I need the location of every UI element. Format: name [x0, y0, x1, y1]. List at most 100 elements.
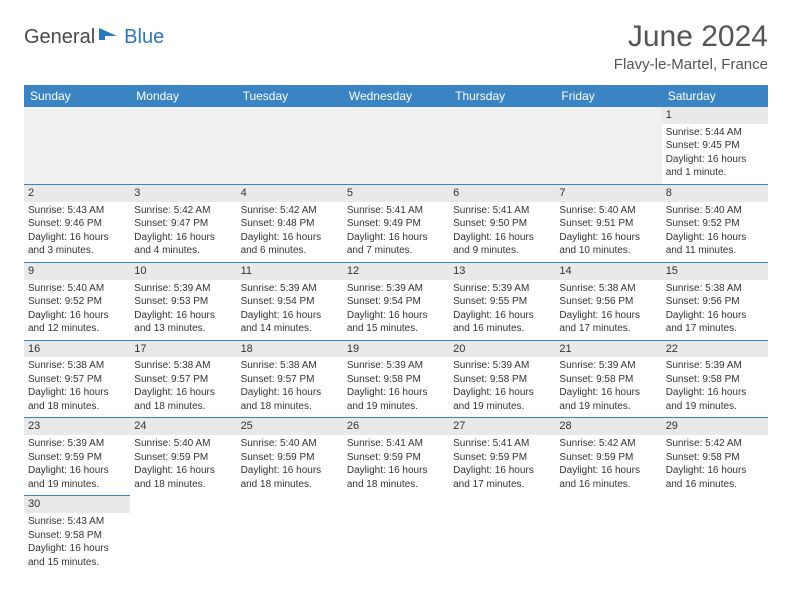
day-info: Sunset: 9:58 PM: [28, 529, 126, 543]
calendar-cell: [130, 107, 236, 184]
calendar-cell: [237, 496, 343, 573]
logo: General Blue: [24, 26, 164, 49]
calendar-cell: 17Sunrise: 5:38 AMSunset: 9:57 PMDayligh…: [130, 340, 236, 418]
day-info: Daylight: 16 hours and 17 minutes.: [453, 464, 551, 491]
calendar-cell: [555, 107, 661, 184]
day-info: Daylight: 16 hours and 11 minutes.: [666, 231, 764, 258]
day-info: Sunset: 9:57 PM: [28, 373, 126, 387]
day-info: Daylight: 16 hours and 19 minutes.: [666, 386, 764, 413]
calendar-cell: 11Sunrise: 5:39 AMSunset: 9:54 PMDayligh…: [237, 262, 343, 340]
calendar-cell: 29Sunrise: 5:42 AMSunset: 9:58 PMDayligh…: [662, 418, 768, 496]
calendar-cell: [343, 107, 449, 184]
day-info: Sunrise: 5:43 AM: [28, 515, 126, 529]
day-info: Sunset: 9:58 PM: [666, 451, 764, 465]
calendar-cell: 30Sunrise: 5:43 AMSunset: 9:58 PMDayligh…: [24, 496, 130, 573]
day-number: 12: [343, 263, 449, 280]
day-info: Sunrise: 5:42 AM: [134, 204, 232, 218]
day-number: 20: [449, 341, 555, 358]
day-info: Daylight: 16 hours and 10 minutes.: [559, 231, 657, 258]
day-info: Daylight: 16 hours and 19 minutes.: [559, 386, 657, 413]
title-block: June 2024 Flavy-le-Martel, France: [614, 20, 768, 73]
day-number: 1: [662, 107, 768, 124]
day-number: 8: [662, 185, 768, 202]
day-info: Sunset: 9:50 PM: [453, 217, 551, 231]
day-info: Sunset: 9:52 PM: [28, 295, 126, 309]
calendar-cell: [343, 496, 449, 573]
day-info: Sunrise: 5:38 AM: [666, 282, 764, 296]
day-number: 7: [555, 185, 661, 202]
calendar-row: 23Sunrise: 5:39 AMSunset: 9:59 PMDayligh…: [24, 418, 768, 496]
day-number: 15: [662, 263, 768, 280]
day-info: Sunrise: 5:40 AM: [134, 437, 232, 451]
calendar-body: 1Sunrise: 5:44 AMSunset: 9:45 PMDaylight…: [24, 107, 768, 573]
day-info: Daylight: 16 hours and 14 minutes.: [241, 309, 339, 336]
day-info: Daylight: 16 hours and 18 minutes.: [134, 386, 232, 413]
logo-text-blue: Blue: [124, 26, 164, 49]
day-info: Sunrise: 5:41 AM: [453, 437, 551, 451]
calendar-cell: [449, 107, 555, 184]
day-info: Sunset: 9:52 PM: [666, 217, 764, 231]
day-info: Daylight: 16 hours and 19 minutes.: [453, 386, 551, 413]
calendar-cell: 24 Sunrise: 5:40 AMSunset: 9:59 PMDayligh…: [130, 418, 236, 496]
day-info: Daylight: 16 hours and 9 minutes.: [453, 231, 551, 258]
day-info: Sunrise: 5:38 AM: [559, 282, 657, 296]
location: Flavy-le-Martel, France: [614, 56, 768, 73]
calendar-cell: 2Sunrise: 5:43 AMSunset: 9:46 PMDaylight…: [24, 184, 130, 262]
day-info: Daylight: 16 hours and 18 minutes.: [134, 464, 232, 491]
weekday-header: Monday: [130, 85, 236, 107]
day-info: Daylight: 16 hours and 18 minutes.: [347, 464, 445, 491]
day-number: 30: [24, 496, 130, 513]
day-number: 28: [555, 418, 661, 435]
day-info: Daylight: 16 hours and 18 minutes.: [241, 386, 339, 413]
day-info: Daylight: 16 hours and 17 minutes.: [666, 309, 764, 336]
day-number: 5: [343, 185, 449, 202]
calendar-table: SundayMondayTuesdayWednesdayThursdayFrid…: [24, 85, 768, 573]
day-info: Sunrise: 5:39 AM: [241, 282, 339, 296]
day-info: Sunrise: 5:39 AM: [559, 359, 657, 373]
calendar-cell: 22Sunrise: 5:39 AMSunset: 9:58 PMDayligh…: [662, 340, 768, 418]
day-number: 29: [662, 418, 768, 435]
calendar-row: 1Sunrise: 5:44 AMSunset: 9:45 PMDaylight…: [24, 107, 768, 184]
calendar-cell: 26Sunrise: 5:41 AMSunset: 9:59 PMDayligh…: [343, 418, 449, 496]
day-number: 3: [130, 185, 236, 202]
day-info: Sunset: 9:48 PM: [241, 217, 339, 231]
day-number: 23: [24, 418, 130, 435]
day-info: Sunrise: 5:43 AM: [28, 204, 126, 218]
day-info: Sunrise: 5:42 AM: [241, 204, 339, 218]
day-info: Daylight: 16 hours and 16 minutes.: [453, 309, 551, 336]
day-info: Sunrise: 5:39 AM: [453, 359, 551, 373]
flag-icon: [99, 26, 121, 49]
day-info: Sunrise: 5:42 AM: [666, 437, 764, 451]
day-info: Sunset: 9:58 PM: [559, 373, 657, 387]
day-number: 2: [24, 185, 130, 202]
weekday-header: Saturday: [662, 85, 768, 107]
calendar-cell: [130, 496, 236, 573]
logo-text-general: General: [24, 26, 95, 49]
day-info: Daylight: 16 hours and 12 minutes.: [28, 309, 126, 336]
calendar-row: 16Sunrise: 5:38 AMSunset: 9:57 PMDayligh…: [24, 340, 768, 418]
calendar-cell: 1Sunrise: 5:44 AMSunset: 9:45 PMDaylight…: [662, 107, 768, 184]
day-number: 19: [343, 341, 449, 358]
day-info: Sunrise: 5:38 AM: [241, 359, 339, 373]
calendar-cell: [237, 107, 343, 184]
day-info: Daylight: 16 hours and 16 minutes.: [559, 464, 657, 491]
calendar-cell: 20Sunrise: 5:39 AMSunset: 9:58 PMDayligh…: [449, 340, 555, 418]
day-number: 10: [130, 263, 236, 280]
day-info: Sunrise: 5:42 AM: [559, 437, 657, 451]
calendar-row: 9Sunrise: 5:40 AMSunset: 9:52 PMDaylight…: [24, 262, 768, 340]
day-number: 26: [343, 418, 449, 435]
day-info: Sunset: 9:59 PM: [134, 451, 232, 465]
day-info: Sunset: 9:58 PM: [453, 373, 551, 387]
day-info: Sunset: 9:51 PM: [559, 217, 657, 231]
day-number: 24: [130, 418, 236, 435]
day-info: Sunset: 9:59 PM: [28, 451, 126, 465]
day-info: Sunrise: 5:40 AM: [28, 282, 126, 296]
day-info: Sunset: 9:53 PM: [134, 295, 232, 309]
calendar-cell: 10Sunrise: 5:39 AMSunset: 9:53 PMDayligh…: [130, 262, 236, 340]
calendar-cell: 21Sunrise: 5:39 AMSunset: 9:58 PMDayligh…: [555, 340, 661, 418]
day-info: Sunrise: 5:41 AM: [347, 204, 445, 218]
calendar-cell: 4Sunrise: 5:42 AMSunset: 9:48 PMDaylight…: [237, 184, 343, 262]
day-info: Sunset: 9:46 PM: [28, 217, 126, 231]
day-info: Sunset: 9:59 PM: [241, 451, 339, 465]
day-info: Sunset: 9:45 PM: [666, 139, 764, 153]
